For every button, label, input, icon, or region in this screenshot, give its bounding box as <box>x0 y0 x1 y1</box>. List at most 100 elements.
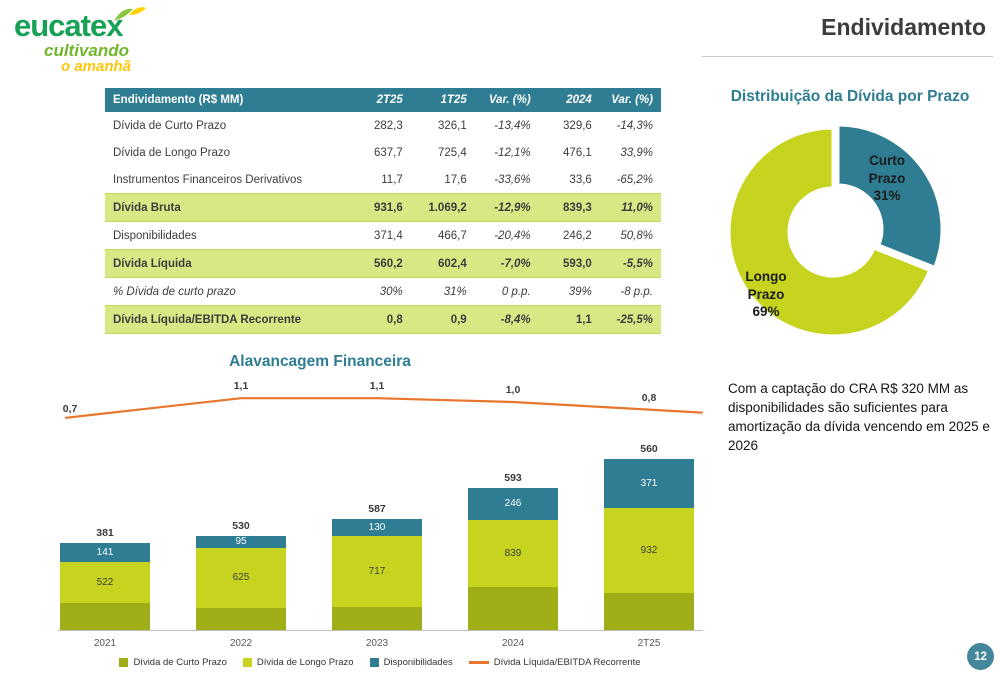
row-value: 329,6 <box>538 112 600 139</box>
table-header-2024: 2024 <box>538 88 600 112</box>
row-label: Dívida de Curto Prazo <box>105 112 350 139</box>
donut-label-line: Prazo <box>747 286 785 302</box>
segment-divida-curto-prazo <box>468 586 558 630</box>
legend-item: Dívida de Longo Prazo <box>242 657 354 668</box>
chart-legend: Dívida de Curto Prazo Dívida de Longo Pra… <box>80 657 680 668</box>
row-label: Dívida Bruta <box>105 193 350 222</box>
row-value: 371,4 <box>349 221 411 250</box>
legend-label: Dívida de Curto Prazo <box>133 657 227 668</box>
segment-disponibilidades: 371 <box>604 459 694 508</box>
bar-segment-value: 717 <box>368 566 386 577</box>
row-value: 1.069,2 <box>410 193 475 222</box>
legend-item: Disponibilidades <box>369 657 453 668</box>
segment-divida-longo-prazo: 717 <box>332 536 422 607</box>
donut-label-line: 69% <box>752 304 780 320</box>
bar-total-label: 587 <box>368 503 386 515</box>
row-value: 50,8% <box>599 221 661 250</box>
x-axis-label: 2023 <box>365 638 389 649</box>
table-header-label: Endividamento (R$ MM) <box>105 88 350 112</box>
logo-wordmark: eucatex <box>14 8 123 43</box>
row-value: -7,0% <box>474 249 539 278</box>
bar-segment-value: 839 <box>504 547 522 559</box>
bar-segment-value: 522 <box>96 576 114 588</box>
row-value: -25,5% <box>599 305 661 334</box>
page-number-badge: 12 <box>967 643 994 670</box>
table-header-row: Endividamento (R$ MM) 2T25 1T25 Var. (%)… <box>105 88 661 112</box>
segment-divida-curto-prazo <box>196 607 286 630</box>
row-value: 602,4 <box>410 249 475 278</box>
row-value: 725,4 <box>410 139 475 166</box>
table-header-var2: Var. (%) <box>599 88 661 112</box>
row-value: 33,9% <box>599 139 661 166</box>
table-row: % Dívida de curto prazo 30% 31% 0 p.p. 39% -8… <box>105 277 661 306</box>
table-row: Dívida de Curto Prazo 282,3 326,1 -13,4% 329… <box>105 112 661 139</box>
table-row: Instrumentos Financeiros Derivativos 11,7… <box>105 166 661 194</box>
segment-divida-curto-prazo <box>604 593 694 630</box>
ratio-point-label: 1,0 <box>505 384 521 396</box>
segment-disponibilidades: 141 <box>60 543 150 562</box>
legend-square-swatch <box>119 658 129 667</box>
row-label: Instrumentos Financeiros Derivativos <box>105 166 350 194</box>
row-label: Disponibilidades <box>105 221 350 250</box>
ratio-point-label: 1,1 <box>233 380 249 393</box>
x-axis-label: 2024 <box>501 638 525 649</box>
x-axis-label: 2T25 <box>637 638 661 649</box>
row-label: Dívida Líquida/EBITDA Recorrente <box>105 305 350 334</box>
donut-chart-title: Distribuição da Dívida por Prazo <box>730 88 970 105</box>
table-header-var1: Var. (%) <box>474 88 539 112</box>
donut-slice-curto <box>836 123 944 269</box>
donut-label-longo-prazo: Longo Prazo 69% <box>726 268 806 321</box>
donut-slice-longo <box>727 126 932 338</box>
row-value: -65,2% <box>599 166 661 194</box>
stacked-bar-2023: 130 717 <box>332 519 422 630</box>
legend-item: Dívida de Curto Prazo <box>119 657 227 668</box>
row-value: 246,2 <box>538 221 600 250</box>
segment-divida-longo-prazo: 625 <box>196 548 286 608</box>
ratio-point-label: 0,8 <box>641 391 657 404</box>
segment-disponibilidades: 246 <box>468 487 558 521</box>
row-value: 30% <box>349 277 411 306</box>
bar-segment-value: 246 <box>504 498 522 510</box>
bar-segment-value: 371 <box>640 478 658 490</box>
note-text: Com a captação do CRA R$ 320 MM as dispo… <box>728 381 990 453</box>
segment-divida-curto-prazo <box>60 603 150 630</box>
ratio-point-label: 0,7 <box>62 403 78 416</box>
legend-line-swatch <box>468 661 489 664</box>
row-value: 33,6 <box>538 166 600 194</box>
row-label: Dívida de Longo Prazo <box>105 139 350 166</box>
row-value: 39% <box>538 277 600 306</box>
row-value: -12,1% <box>474 139 539 166</box>
row-value: -8,4% <box>474 305 539 334</box>
row-value: 11,0% <box>599 193 661 222</box>
row-label: Dívida Líquida <box>105 249 350 278</box>
row-value: 17,6 <box>410 166 475 194</box>
row-value: -5,5% <box>599 249 661 278</box>
table-row: Dívida Líquida 560,2 602,4 -7,0% 593,0 -5,5% <box>105 249 661 278</box>
eucatex-logo: eucatex cultivando o amanhã <box>14 7 194 80</box>
logo-tagline-1: cultivando <box>44 41 130 60</box>
stacked-bar-2T25: 371 932 <box>604 459 694 630</box>
legend-square-swatch <box>369 658 379 667</box>
bar-segment-value: 932 <box>640 544 658 556</box>
row-value: 0,9 <box>410 305 475 334</box>
segment-divida-longo-prazo: 522 <box>60 561 150 604</box>
debt-table: Endividamento (R$ MM) 2T25 1T25 Var. (%)… <box>105 88 661 334</box>
ratio-point-label: 1,1 <box>369 380 385 393</box>
stacked-bar-2022: 95 625 <box>196 535 286 630</box>
row-value: 1,1 <box>538 305 600 334</box>
segment-divida-curto-prazo <box>332 607 422 630</box>
title-divider <box>702 56 993 57</box>
row-value: 326,1 <box>410 112 475 139</box>
row-value: -20,4% <box>474 221 539 250</box>
segment-divida-longo-prazo: 839 <box>468 520 558 587</box>
donut-label-line: Longo <box>745 269 787 284</box>
donut-label-line: Curto <box>869 153 905 168</box>
row-value: 560,2 <box>349 249 411 278</box>
donut-label-curto-prazo: Curto Prazo 31% <box>847 152 927 205</box>
x-axis-line <box>58 630 703 631</box>
bar-segment-value: 625 <box>232 572 250 584</box>
x-axis-label: 2021 <box>93 638 117 649</box>
row-value: 637,7 <box>349 139 411 166</box>
row-value: -33,6% <box>474 166 539 194</box>
